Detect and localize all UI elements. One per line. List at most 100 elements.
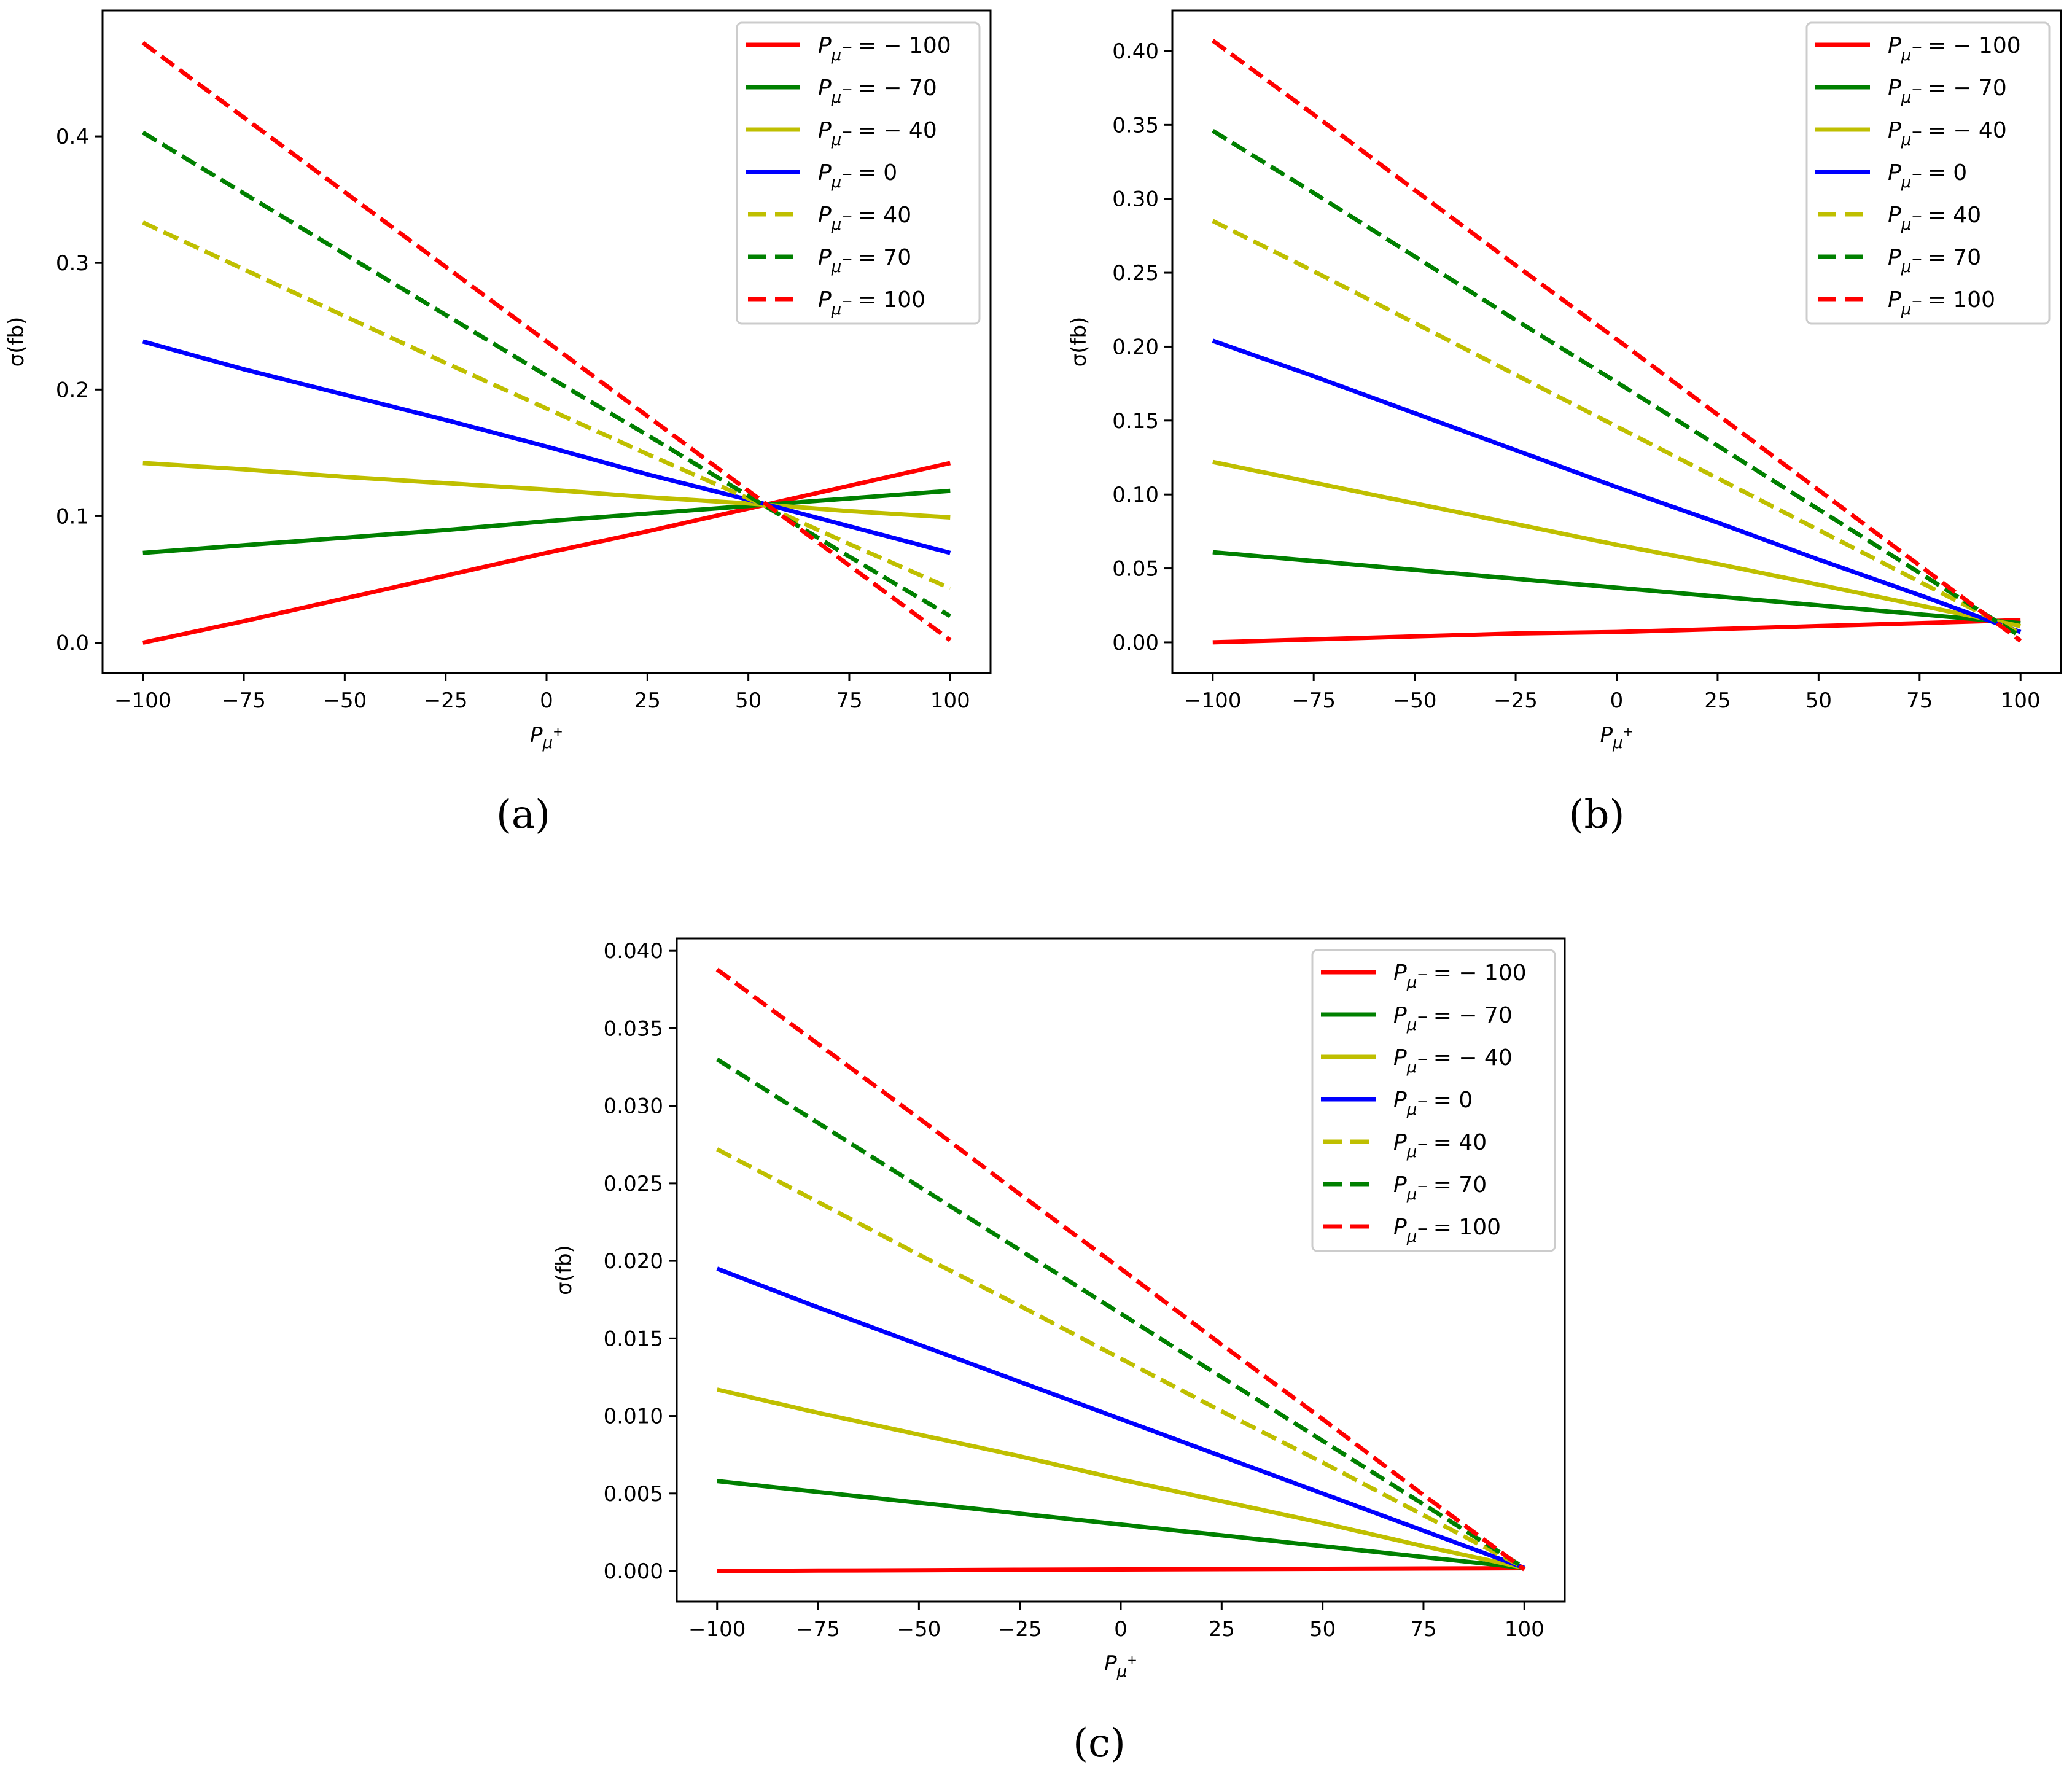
- x-tick-label: −50: [322, 688, 367, 713]
- y-tick-label: 0.030: [604, 1094, 663, 1119]
- panel-c: −100 −75 −50 −25 0 25 50 75 100 0.000 0.005 0.010 0.…: [552, 937, 1566, 1766]
- series-line-a-5: [141, 130, 952, 618]
- legend-entry-6: Pμ− = 100: [818, 287, 925, 319]
- x-tick-label: 50: [735, 688, 761, 713]
- legend-entry-6: Pμ− = 100: [1393, 1215, 1501, 1246]
- x-tick-label: 75: [1906, 688, 1933, 713]
- x-tick-label: −50: [1393, 688, 1437, 713]
- legend-box: [736, 21, 981, 325]
- x-tick-label: 75: [836, 688, 862, 713]
- legend-box: [1311, 949, 1556, 1252]
- legend-entry-2: Pμ− = − 40: [1888, 118, 2007, 149]
- series-line-a-6: [141, 41, 952, 642]
- legend-entry-5: Pμ− = 70: [818, 245, 911, 276]
- y-tick-label: 0.005: [604, 1482, 663, 1506]
- series-group: [141, 41, 952, 645]
- x-tick-label: 25: [1704, 688, 1731, 713]
- legend-entry-4: Pμ− = 40: [1888, 203, 1981, 234]
- legend: Pμ− = − 100 Pμ− = − 70 Pμ− = − 40 Pμ− = 0 Pμ− = 4…: [736, 21, 981, 325]
- legend-entry-5: Pμ− = 70: [1393, 1172, 1487, 1204]
- y-tick-label: 0.25: [1112, 261, 1159, 286]
- series-line-b-3: [1212, 338, 2022, 634]
- x-tick-label: 100: [1505, 1617, 1544, 1642]
- panel-caption: (b): [1569, 792, 1625, 838]
- panel-caption: (a): [496, 792, 550, 838]
- series-line-b-2: [1212, 459, 2021, 628]
- panel-b: −100 −75 −50 −25 0 25 50 75 100 0.00 0.05 0.10 0.15 0…: [1067, 9, 2062, 838]
- x-tick-label: 25: [634, 688, 661, 713]
- x-tick-label: −75: [796, 1617, 840, 1642]
- legend-entry-1: Pμ− = − 70: [818, 76, 937, 107]
- series-line-b-1: [1212, 550, 2021, 626]
- x-axis-label: Pμ+: [1104, 1651, 1137, 1681]
- x-axis-label: Pμ+: [1600, 723, 1634, 752]
- y-tick-label: 0.05: [1112, 557, 1159, 582]
- y-tick-label: 0.040: [604, 939, 663, 964]
- legend-entry-0: Pμ− = − 100: [1888, 33, 2021, 64]
- series-line-c-3: [716, 1266, 1525, 1570]
- legend-entry-0: Pμ− = − 100: [818, 33, 951, 64]
- x-tick-label: −100: [114, 688, 171, 713]
- series-line-a-0: [142, 461, 951, 645]
- series-line-c-4: [716, 1147, 1525, 1570]
- legend-entry-1: Pμ− = − 70: [1393, 1003, 1513, 1034]
- legend-box: [1805, 21, 2051, 325]
- y-axis-label: σ(fb): [4, 317, 29, 367]
- y-tick-label: 0.20: [1112, 335, 1159, 359]
- series-line-a-2: [142, 461, 951, 520]
- y-tick-label: 0.4: [56, 125, 89, 149]
- series-line-c-6: [715, 967, 1526, 1572]
- y-tick-label: 0.10: [1112, 483, 1159, 507]
- series-group: [715, 967, 1526, 1573]
- series-group: [1211, 39, 2022, 645]
- legend-entry-0: Pμ− = − 100: [1393, 961, 1527, 992]
- legend-entry-3: Pμ− = 0: [1888, 160, 1967, 192]
- series-line-b-0: [1212, 618, 2021, 645]
- y-tick-label: 0.35: [1112, 113, 1159, 138]
- series-line-c-1: [717, 1479, 1525, 1570]
- x-tick-label: 100: [2001, 688, 2041, 713]
- x-tick-label: −75: [222, 688, 266, 713]
- x-tick-label: 50: [1309, 1617, 1336, 1642]
- panel-a: −100 −75 −50 −25 0 25 50 75 100 0.0 0.1 0.2 0.3 0.4 Pμ…: [4, 9, 992, 838]
- legend-entry-4: Pμ− = 40: [818, 203, 911, 234]
- y-tick-label: 0.020: [604, 1249, 663, 1274]
- y-tick-label: 0.015: [604, 1327, 663, 1351]
- x-tick-label: 0: [1114, 1617, 1128, 1642]
- x-tick-label: −25: [998, 1617, 1042, 1642]
- x-tick-label: −50: [897, 1617, 941, 1642]
- legend-entry-5: Pμ− = 70: [1888, 245, 1981, 276]
- y-tick-label: 0.00: [1112, 631, 1159, 655]
- x-tick-label: 50: [1805, 688, 1832, 713]
- x-tick-label: 25: [1209, 1617, 1235, 1642]
- series-line-c-2: [716, 1387, 1525, 1570]
- legend-entry-6: Pμ− = 100: [1888, 287, 1995, 319]
- y-tick-label: 0.025: [604, 1172, 663, 1196]
- y-tick-label: 0.40: [1112, 39, 1159, 64]
- x-tick-label: −100: [1184, 688, 1241, 713]
- series-line-a-1: [142, 488, 951, 555]
- y-axis-label: σ(fb): [1067, 317, 1091, 367]
- legend: Pμ− = − 100 Pμ− = − 70 Pμ− = − 40 Pμ− = 0 Pμ− = 4…: [1805, 21, 2051, 325]
- legend-entry-4: Pμ− = 40: [1393, 1130, 1487, 1161]
- series-line-c-0: [717, 1566, 1525, 1573]
- y-axis-label: σ(fb): [552, 1245, 577, 1295]
- legend-entry-2: Pμ− = − 40: [818, 118, 937, 149]
- y-tick-label: 0.1: [56, 504, 89, 529]
- x-tick-label: 0: [540, 688, 553, 713]
- y-tick-label: 0.035: [604, 1016, 663, 1041]
- panel-caption: (c): [1073, 1721, 1126, 1766]
- y-tick-label: 0.000: [604, 1559, 663, 1584]
- y-tick-label: 0.30: [1112, 187, 1159, 212]
- x-tick-label: 75: [1410, 1617, 1436, 1642]
- y-tick-label: 0.010: [604, 1405, 663, 1429]
- series-line-a-4: [142, 220, 951, 591]
- x-tick-label: −75: [1291, 688, 1336, 713]
- y-tick-label: 0.2: [56, 378, 89, 402]
- x-tick-label: 0: [1610, 688, 1624, 713]
- legend-entry-1: Pμ− = − 70: [1888, 76, 2007, 107]
- y-tick-label: 0.3: [56, 251, 89, 276]
- y-tick-label: 0.15: [1112, 409, 1159, 434]
- x-tick-label: −25: [1494, 688, 1538, 713]
